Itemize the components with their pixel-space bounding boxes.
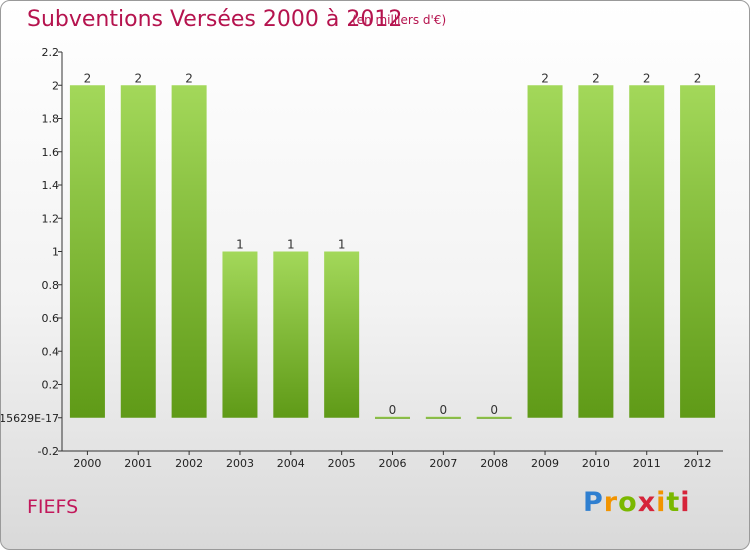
x-tick-label: 2000 — [73, 457, 101, 470]
bar-value-label: 2 — [134, 71, 142, 85]
y-tick-label: 0.8 — [42, 279, 60, 292]
bar — [171, 85, 207, 418]
x-tick-label: 2008 — [480, 457, 508, 470]
bar-value-label: 2 — [541, 71, 549, 85]
logo-letter: i — [680, 487, 691, 518]
bar-value-label: 1 — [338, 238, 346, 252]
bar-value-label: 1 — [236, 238, 244, 252]
logo-letter: t — [666, 487, 681, 518]
bar — [578, 85, 614, 418]
bar — [629, 85, 665, 418]
y-tick-label: -15629E-17 — [1, 412, 59, 425]
y-tick-label: 1.4 — [42, 179, 60, 192]
bar-value-label: 0 — [490, 403, 498, 417]
logo-letter: x — [637, 487, 657, 518]
bar-value-label: 2 — [185, 71, 193, 85]
x-tick-label: 2009 — [531, 457, 559, 470]
bar — [120, 85, 156, 418]
logo-letter: o — [618, 487, 638, 518]
commune-name: FIEFS — [27, 496, 79, 518]
x-tick-label: 2001 — [124, 457, 152, 470]
bar-value-label: 2 — [592, 71, 600, 85]
x-tick-label: 2005 — [328, 457, 356, 470]
bar — [273, 251, 309, 418]
y-tick-label: 2.2 — [42, 46, 60, 59]
y-tick-label: 1 — [52, 246, 59, 259]
bar-value-label: 2 — [643, 71, 651, 85]
x-tick-label: 2002 — [175, 457, 203, 470]
bar — [375, 416, 410, 419]
bar — [476, 416, 512, 419]
x-tick-label: 2006 — [379, 457, 407, 470]
bar-value-label: 2 — [694, 71, 702, 85]
bar — [324, 251, 360, 418]
bar — [425, 416, 461, 419]
y-tick-label: 1.6 — [42, 146, 60, 159]
x-tick-label: 2007 — [429, 457, 457, 470]
bar — [527, 85, 563, 418]
bar-value-label: 1 — [287, 238, 295, 252]
x-tick-label: 2004 — [277, 457, 305, 470]
logo-letter: r — [603, 487, 619, 518]
chart-subtitle: (en milliers d'€) — [352, 13, 447, 27]
y-tick-label: 0.6 — [42, 312, 60, 325]
x-tick-label: 2011 — [633, 457, 661, 470]
bar-value-label: 0 — [440, 403, 448, 417]
chart-title: Subventions Versées 2000 à 2012 — [27, 7, 403, 32]
x-tick-label: 2010 — [582, 457, 610, 470]
y-tick-label: 0.2 — [42, 379, 60, 392]
y-tick-label: 1.2 — [42, 212, 60, 225]
bar-value-label: 2 — [84, 71, 92, 85]
logo-letter: P — [583, 487, 604, 518]
proxiti-logo: Proxiti — [583, 487, 691, 518]
y-tick-label: 1.8 — [42, 113, 60, 126]
bar-value-label: 0 — [389, 403, 397, 417]
bar — [680, 85, 716, 418]
bar — [69, 85, 105, 418]
bar — [222, 251, 258, 418]
x-tick-label: 2012 — [684, 457, 712, 470]
y-tick-label: 0.4 — [42, 345, 60, 358]
y-tick-label: 2 — [52, 79, 59, 92]
logo-letter: i — [656, 487, 667, 518]
y-tick-label: -0.2 — [38, 445, 59, 458]
x-tick-label: 2003 — [226, 457, 254, 470]
